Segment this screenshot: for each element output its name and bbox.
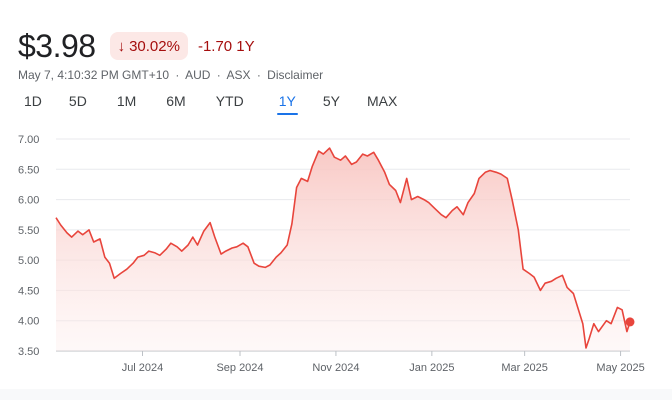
current-price: $3.98 [18, 28, 96, 64]
plot-area [55, 147, 635, 351]
x-tick-label: Sep 2024 [216, 362, 263, 374]
separator: · [256, 68, 261, 82]
range-tab-ytd[interactable]: YTD [215, 93, 244, 109]
y-tick-label: 4.50 [18, 285, 39, 297]
range-tabs: 1D 5D 1M 6M YTD 1Y 5Y MAX [24, 93, 434, 115]
price-chart[interactable]: 7.00 6.50 6.00 5.50 5.00 4.50 4.00 3.50 Jul 202… [0, 0, 672, 389]
range-tab-1m[interactable]: 1M [116, 93, 137, 109]
range-tab-1d[interactable]: 1D [24, 93, 42, 109]
price-row: $3.98 ↓ 30.02% -1.70 1Y [18, 28, 255, 64]
separator: · [216, 68, 221, 82]
y-tick-label: 6.50 [18, 164, 39, 176]
percent-change: 30.02% [129, 37, 180, 55]
y-tick-label: 6.00 [18, 195, 39, 207]
y-tick-label: 5.00 [18, 255, 39, 267]
separator: · [175, 68, 180, 82]
last-price-dot [625, 317, 635, 327]
x-tick-label: Jul 2024 [122, 362, 164, 374]
disclaimer-link[interactable]: Disclaimer [267, 68, 324, 82]
x-tick-label: Mar 2025 [501, 362, 547, 374]
y-tick-label: 3.50 [18, 346, 39, 358]
timestamp: May 7, 4:10:32 PM GMT+10 [18, 68, 170, 82]
y-tick-label: 5.50 [18, 225, 39, 237]
range-tab-6m[interactable]: 6M [166, 93, 186, 109]
x-tick-label: May 2025 [596, 362, 644, 374]
y-axis: 7.00 6.50 6.00 5.50 5.00 4.50 4.00 3.50 [18, 134, 39, 358]
range-tab-5d[interactable]: 5D [68, 93, 87, 109]
x-axis: Jul 2024 Sep 2024 Nov 2024 Jan 2025 Mar 2025… [56, 350, 645, 374]
stock-quote-card: $3.98 ↓ 30.02% -1.70 1Y May 7, 4:10:32 P… [0, 0, 672, 389]
x-tick-label: Jan 2025 [409, 362, 454, 374]
y-tick-label: 4.00 [18, 316, 39, 328]
price-area [56, 148, 630, 351]
price-line [55, 147, 631, 349]
percent-change-badge: ↓ 30.02% [109, 32, 188, 60]
range-tab-5y[interactable]: 5Y [322, 93, 340, 109]
range-tab-1y[interactable]: 1Y [276, 93, 298, 115]
range-tab-max[interactable]: MAX [366, 93, 398, 109]
arrow-down-icon: ↓ [117, 37, 126, 55]
exchange: ASX [226, 68, 251, 82]
quote-meta: May 7, 4:10:32 PM GMT+10 · AUD · ASX · D… [18, 68, 323, 82]
x-tick-label: Nov 2024 [312, 362, 359, 374]
absolute-change: -1.70 1Y [197, 37, 255, 55]
y-tick-label: 7.00 [18, 134, 39, 146]
currency: AUD [185, 68, 211, 82]
